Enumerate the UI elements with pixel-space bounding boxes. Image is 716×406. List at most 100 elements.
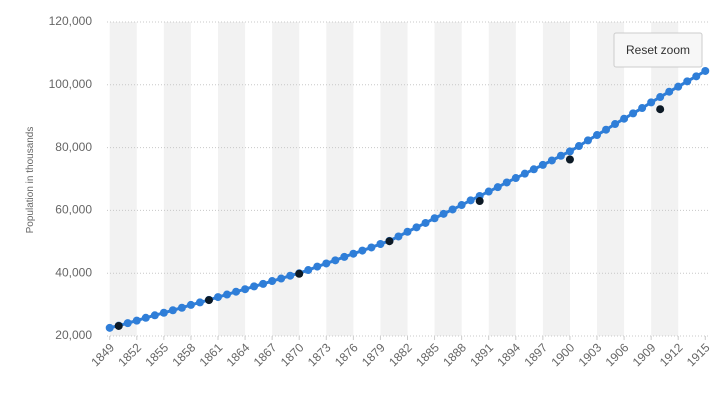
- x-tick-label: 1909: [630, 340, 659, 369]
- line-marker: [232, 287, 241, 296]
- x-tick-label: 1882: [386, 340, 415, 369]
- line-marker: [484, 187, 493, 196]
- x-tick-label: 1912: [657, 340, 686, 369]
- y-tick-label: 20,000: [55, 328, 92, 342]
- line-marker: [466, 196, 475, 205]
- line-marker: [448, 205, 457, 214]
- plot-band: [434, 22, 462, 336]
- line-marker: [177, 303, 186, 312]
- x-tick-label: 1879: [359, 340, 388, 369]
- y-tick-label: 120,000: [49, 14, 93, 28]
- x-tick-label: 1867: [251, 340, 280, 369]
- line-marker: [168, 306, 177, 315]
- line-marker: [683, 77, 692, 86]
- x-tick-label: 1903: [576, 340, 605, 369]
- line-marker: [195, 298, 204, 307]
- button-label[interactable]: Reset zoom: [626, 43, 690, 57]
- scatter-point: [114, 321, 123, 330]
- line-marker: [674, 82, 683, 91]
- scatter-point: [565, 155, 574, 164]
- line-marker: [665, 87, 674, 96]
- x-tick-label: 1900: [549, 340, 578, 369]
- plot-band: [597, 22, 625, 336]
- line-marker: [376, 239, 385, 248]
- x-tick-label: 1915: [684, 340, 713, 369]
- x-tick-label: 1876: [332, 340, 361, 369]
- line-marker: [647, 98, 656, 107]
- line-marker: [547, 156, 556, 165]
- x-tick-label: 1861: [197, 340, 226, 369]
- reset-zoom-button[interactable]: Reset zoom: [613, 32, 703, 68]
- x-tick-label: 1885: [413, 340, 442, 369]
- plot-band: [380, 22, 408, 336]
- plot-band: [217, 22, 246, 336]
- x-tick-label: 1897: [521, 340, 550, 369]
- line-marker: [286, 271, 295, 280]
- scatter-point: [385, 237, 394, 246]
- plot-band: [163, 22, 191, 336]
- y-tick-label: 100,000: [49, 77, 93, 91]
- plot-band: [542, 22, 570, 336]
- line-marker: [141, 313, 150, 322]
- line-marker: [304, 266, 313, 275]
- line-marker: [412, 223, 421, 232]
- plot-band: [272, 22, 300, 336]
- scatter-point: [295, 269, 304, 278]
- line-marker: [520, 169, 529, 178]
- x-tick-label: 1849: [88, 340, 117, 369]
- button-background[interactable]: [613, 32, 703, 68]
- line-marker: [701, 66, 710, 75]
- x-tick-label: 1906: [603, 340, 632, 369]
- line-marker: [502, 178, 511, 187]
- line-marker: [457, 201, 466, 210]
- line-marker: [132, 316, 141, 325]
- line-marker: [493, 183, 502, 192]
- line-marker: [620, 114, 629, 123]
- x-tick-label: 1873: [305, 340, 334, 369]
- line-marker: [611, 120, 620, 129]
- line-marker: [430, 214, 439, 223]
- x-tick-label: 1894: [494, 340, 523, 369]
- plot-band: [651, 22, 679, 336]
- line-marker: [358, 246, 367, 255]
- line-marker: [259, 279, 268, 288]
- plot-band: [109, 22, 137, 336]
- line-marker: [556, 151, 565, 160]
- x-tick-label: 1888: [440, 340, 469, 369]
- line-marker: [565, 147, 574, 156]
- line-marker: [511, 174, 520, 183]
- y-axis-title: Population in thousands: [25, 127, 36, 234]
- line-marker: [349, 249, 358, 258]
- line-marker: [241, 285, 250, 294]
- line-marker: [439, 209, 448, 218]
- x-tick-label: 1852: [115, 340, 144, 369]
- scatter-point: [656, 105, 665, 114]
- x-tick-label: 1858: [170, 340, 199, 369]
- line-marker: [340, 252, 349, 261]
- scatter-point: [475, 197, 484, 206]
- x-tick-label: 1864: [224, 340, 253, 369]
- x-tick-label: 1870: [278, 340, 307, 369]
- line-marker: [574, 142, 583, 151]
- y-tick-label: 80,000: [55, 140, 92, 154]
- line-marker: [403, 227, 412, 236]
- line-marker: [692, 72, 701, 81]
- line-marker: [656, 93, 665, 102]
- line-marker: [186, 300, 195, 309]
- line-marker: [593, 131, 602, 140]
- line-marker: [150, 311, 159, 320]
- x-tick-label: 1855: [142, 340, 171, 369]
- y-tick-label: 60,000: [55, 203, 92, 217]
- line-marker: [268, 277, 277, 286]
- x-tick-label: 1891: [467, 340, 496, 369]
- line-marker: [313, 262, 322, 271]
- line-marker: [331, 256, 340, 265]
- line-marker: [394, 232, 403, 241]
- line-marker: [250, 282, 259, 291]
- line-marker: [123, 319, 132, 328]
- line-marker: [277, 274, 286, 283]
- line-marker: [421, 218, 430, 227]
- line-marker: [629, 109, 638, 118]
